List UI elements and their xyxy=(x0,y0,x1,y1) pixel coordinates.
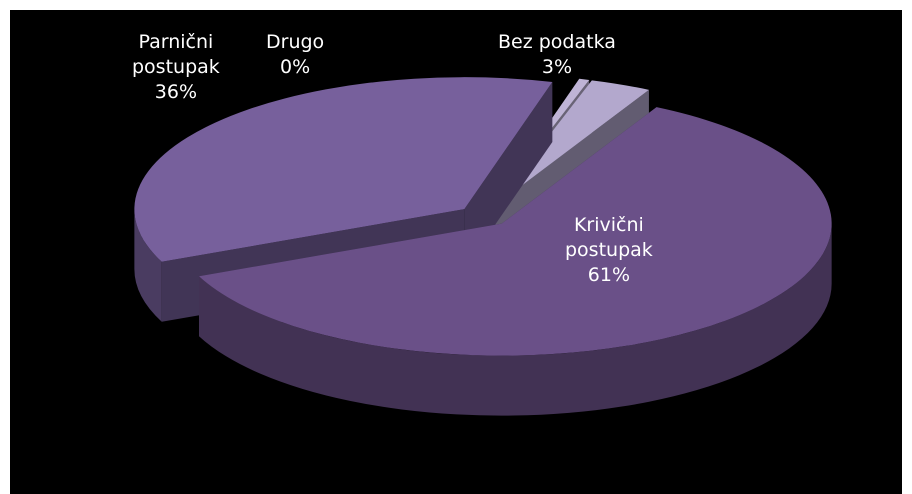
pie-chart xyxy=(134,77,832,416)
slice-top-bez-podatka xyxy=(494,80,649,207)
slice-label-drugo: Drugo 0% xyxy=(266,31,325,78)
slice-top-parni-ni-postupak xyxy=(134,77,553,262)
slice-side-krivi-ni-postupak xyxy=(199,223,832,416)
slice-side-parni-ni-postupak xyxy=(134,209,162,322)
pie-slice-krivi-ni-postupak xyxy=(199,107,832,416)
slice-label-bez-podatka: Bez podatka 3% xyxy=(498,31,616,78)
slice-wall-parni-ni-postupak-1 xyxy=(464,81,553,270)
slice-top-krivi-ni-postupak xyxy=(199,107,832,356)
slice-label-krivicni: Krivični postupak 61% xyxy=(565,214,653,286)
slice-label-parnicni: Parnični postupak 36% xyxy=(132,31,220,103)
chart-frame: Krivični postupak 61% Parnični postupak … xyxy=(10,10,902,494)
